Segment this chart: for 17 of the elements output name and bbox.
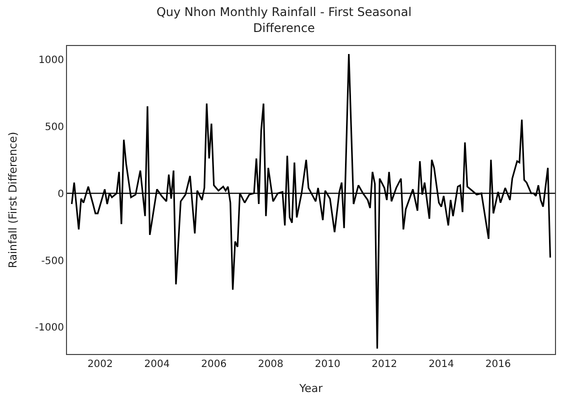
- x-tick-label: 2010: [314, 359, 340, 370]
- y-tick-label: 500: [44, 122, 64, 133]
- x-tick-label: 2016: [485, 359, 511, 370]
- x-tick-label: 2008: [258, 359, 284, 370]
- chart-title: Quy Nhon Monthly Rainfall - First Seasonal Difference: [156, 5, 412, 35]
- y-axis-title: Rainfall (First Difference): [6, 132, 20, 268]
- y-tick-label: 0: [58, 188, 64, 200]
- y-tick-label: 1000: [38, 54, 64, 66]
- line-series: [70, 53, 552, 350]
- x-tick-label: 2006: [201, 359, 227, 370]
- x-axis-title: Year: [298, 382, 324, 396]
- y-tick-label: -1000: [34, 322, 64, 334]
- x-tick-label: 2014: [428, 359, 454, 370]
- y-tick-label: -500: [41, 256, 64, 267]
- x-tick-label: 2002: [87, 359, 113, 370]
- x-tick-label: 2004: [144, 359, 170, 370]
- x-tick-label: 2012: [372, 359, 398, 370]
